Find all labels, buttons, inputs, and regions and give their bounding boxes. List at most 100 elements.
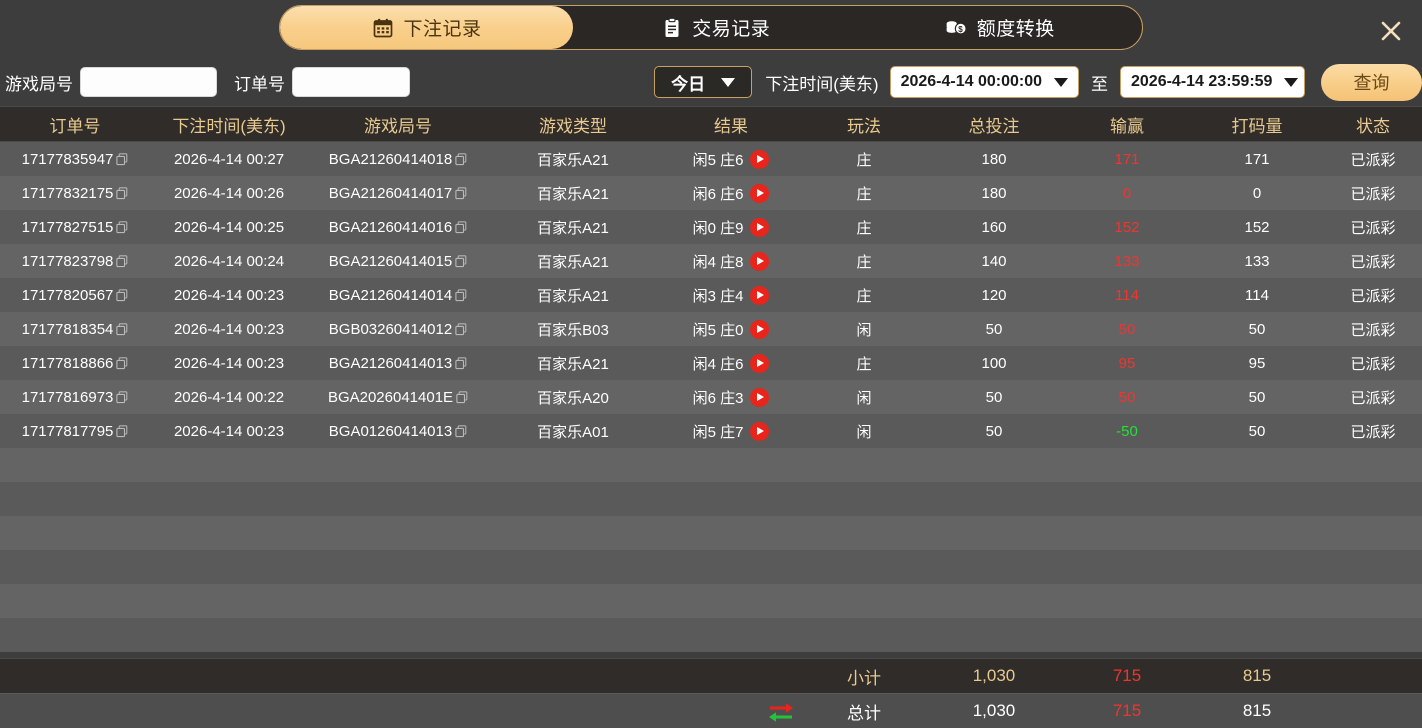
tab-credit-transfer[interactable]: $ 额度转换 <box>858 6 1143 49</box>
close-icon[interactable] <box>1372 12 1410 50</box>
copy-icon[interactable] <box>455 254 467 268</box>
table-header-row: 订单号 下注时间(美东) 游戏局号 游戏类型 结果 玩法 总投注 输赢 打码量 状态 <box>0 106 1422 142</box>
date-from-select[interactable]: 2026-4-14 00:00:00 <box>889 66 1079 98</box>
table-row[interactable]: 17177823798 2026-4-14 00:24 BGA21260414015… <box>0 244 1422 278</box>
cell-play: 闲 <box>856 389 872 407</box>
period-preset-select[interactable]: 今日 <box>654 66 753 98</box>
copy-icon[interactable] <box>116 322 128 336</box>
cell-win-loss: 50 <box>1118 388 1136 406</box>
cell-win-loss: 0 <box>1122 184 1132 202</box>
chevron-down-icon <box>1054 77 1068 87</box>
game-round-input[interactable] <box>80 67 217 97</box>
copy-icon[interactable] <box>455 220 467 234</box>
total-turnover: 815 <box>1242 701 1272 720</box>
cell-turnover: 152 <box>1244 218 1270 236</box>
game-round-value: BGA21260414014 <box>328 286 453 304</box>
cell-order-no: 17177820567 <box>0 278 150 312</box>
date-to-select[interactable]: 2026-4-14 23:59:59 <box>1120 66 1305 98</box>
play-replay-icon[interactable] <box>750 421 770 441</box>
table-row[interactable]: 17177827515 2026-4-14 00:25 BGA21260414016… <box>0 210 1422 244</box>
order-no-value: 17177823798 <box>21 252 114 270</box>
cell-result: 闲6 庄6 <box>658 176 804 210</box>
copy-icon[interactable] <box>456 390 468 404</box>
play-replay-icon[interactable] <box>750 183 770 203</box>
cell-order-no: 17177816973 <box>0 380 150 414</box>
cell-status: 已派彩 <box>1350 321 1396 339</box>
tab-label: 额度转换 <box>976 19 1055 40</box>
copy-icon[interactable] <box>116 220 128 234</box>
copy-icon[interactable] <box>455 356 467 370</box>
play-replay-icon[interactable] <box>750 251 770 271</box>
copy-icon[interactable] <box>116 424 128 438</box>
copy-icon[interactable] <box>116 390 128 404</box>
copy-icon[interactable] <box>116 288 128 302</box>
table-row[interactable]: 17177817795 2026-4-14 00:23 BGA01260414013… <box>0 414 1422 448</box>
cell-result: 闲4 庄8 <box>658 244 804 278</box>
table-row-empty <box>0 448 1422 482</box>
cell-result: 闲5 庄6 <box>658 142 804 176</box>
subtotal-turnover: 815 <box>1242 666 1272 685</box>
table-row[interactable]: 17177818866 2026-4-14 00:23 BGA21260414013… <box>0 346 1422 380</box>
query-button[interactable]: 查询 <box>1321 63 1422 101</box>
play-replay-icon[interactable] <box>750 149 770 169</box>
game-round-value: BGA01260414013 <box>328 422 453 440</box>
copy-icon[interactable] <box>455 186 467 200</box>
bet-records-table: 订单号 下注时间(美东) 游戏局号 游戏类型 结果 玩法 总投注 输赢 打码量 状态 171778… <box>0 106 1422 652</box>
game-round-value: BGA21260414015 <box>328 252 453 270</box>
play-replay-icon[interactable] <box>750 285 770 305</box>
order-no-value: 17177827515 <box>21 218 114 236</box>
column-header: 状态 <box>1356 116 1390 136</box>
order-no-value: 17177816973 <box>21 388 114 406</box>
column-header: 玩法 <box>847 116 881 136</box>
copy-icon[interactable] <box>455 424 467 438</box>
cell-game-type: 百家乐A21 <box>537 355 609 373</box>
cell-play: 庄 <box>856 355 872 373</box>
cell-turnover: 0 <box>1252 184 1262 202</box>
cell-play: 庄 <box>856 185 872 203</box>
copy-icon[interactable] <box>455 288 467 302</box>
cell-total-bet: 180 <box>981 184 1007 202</box>
copy-icon[interactable] <box>116 254 128 268</box>
cell-turnover: 50 <box>1248 320 1266 338</box>
column-header: 结果 <box>714 116 748 136</box>
copy-icon[interactable] <box>116 186 128 200</box>
table-row[interactable]: 17177820567 2026-4-14 00:23 BGA21260414014… <box>0 278 1422 312</box>
cell-game-round: BGA21260414013 <box>308 346 488 380</box>
cell-win-loss: -50 <box>1116 422 1138 440</box>
play-replay-icon[interactable] <box>750 353 770 373</box>
cell-total-bet: 120 <box>981 286 1007 304</box>
order-no-value: 17177818866 <box>21 354 114 372</box>
play-replay-icon[interactable] <box>750 387 770 407</box>
table-row[interactable]: 17177816973 2026-4-14 00:22 BGA2026041401E… <box>0 380 1422 414</box>
cell-total-bet: 100 <box>981 354 1007 372</box>
cell-result: 闲4 庄6 <box>658 346 804 380</box>
table-row[interactable]: 17177818354 2026-4-14 00:23 BGB03260414012… <box>0 312 1422 346</box>
result-value: 闲5 庄7 <box>692 423 744 441</box>
play-replay-icon[interactable] <box>750 319 770 339</box>
cell-order-no: 17177832175 <box>0 176 150 210</box>
table-row-empty <box>0 482 1422 516</box>
exchange-arrows-icon[interactable] <box>764 698 798 724</box>
tab-transaction-records[interactable]: 交易记录 <box>573 6 858 49</box>
order-no-input[interactable] <box>292 67 410 97</box>
copy-icon[interactable] <box>455 322 467 336</box>
game-round-value: BGA2026041401E <box>327 388 454 406</box>
table-row[interactable]: 17177835947 2026-4-14 00:27 BGA21260414018… <box>0 142 1422 176</box>
cell-play: 闲 <box>856 321 872 339</box>
filter-toolbar: 游戏局号 订单号 今日 下注时间(美东) 2026-4-14 00:00:00 … <box>0 59 1422 105</box>
cell-order-no: 17177823798 <box>0 244 150 278</box>
cell-result: 闲0 庄9 <box>658 210 804 244</box>
cell-order-no: 17177827515 <box>0 210 150 244</box>
cell-play: 庄 <box>856 219 872 237</box>
copy-icon[interactable] <box>455 152 467 166</box>
cell-game-round: BGB03260414012 <box>308 312 488 346</box>
cell-result: 闲5 庄7 <box>658 414 804 448</box>
copy-icon[interactable] <box>116 356 128 370</box>
table-row[interactable]: 17177832175 2026-4-14 00:26 BGA21260414017… <box>0 176 1422 210</box>
date-from-value: 2026-4-14 00:00:00 <box>900 73 1042 90</box>
tab-bet-records[interactable]: 下注记录 <box>280 6 573 49</box>
cell-game-type: 百家乐A21 <box>537 287 609 305</box>
date-range-separator: 至 <box>1091 74 1108 94</box>
copy-icon[interactable] <box>116 152 128 166</box>
play-replay-icon[interactable] <box>750 217 770 237</box>
